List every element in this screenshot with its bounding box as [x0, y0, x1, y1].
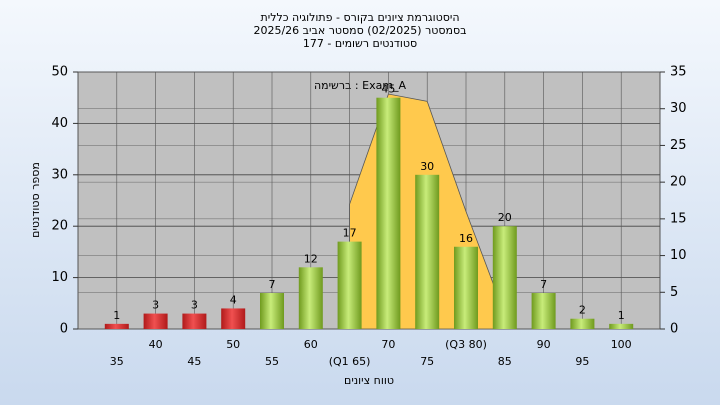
y-axis-label: מספר סטודנטים [29, 162, 42, 238]
bar [376, 97, 401, 329]
y-tick-label: 40 [51, 116, 68, 131]
data-label: 7 [269, 278, 276, 291]
y2-tick-label: 30 [670, 101, 687, 116]
bar [182, 313, 207, 329]
y2-tick-label: 5 [670, 285, 678, 300]
data-label: 12 [304, 252, 318, 265]
x-tick-label: 90 [537, 338, 551, 351]
x-tick-label: 75 [420, 355, 434, 368]
y2-tick-label: 0 [670, 322, 678, 337]
chart-title: היסטוגרמת ציונים בקורס - פתולוגיה כללית [261, 11, 460, 24]
y-tick-label: 10 [51, 270, 68, 285]
bar [570, 318, 595, 329]
x-tick-label: 45 [187, 355, 201, 368]
x-tick-label: (Q1 65) [329, 355, 371, 368]
bar [298, 267, 323, 329]
x-tick-label: 70 [381, 338, 395, 351]
bar [260, 293, 284, 329]
y2-tick-label: 10 [670, 248, 687, 263]
data-label: 17 [343, 227, 357, 240]
y2-tick-label: 15 [670, 211, 687, 226]
data-label: 45 [381, 83, 395, 96]
x-tick-label: 95 [575, 355, 589, 368]
data-label: 30 [420, 160, 434, 173]
data-label: 1 [618, 309, 625, 322]
bar [531, 293, 556, 329]
y2-tick-label: 25 [670, 138, 687, 153]
bar [337, 241, 362, 329]
x-tick-label: 35 [110, 355, 124, 368]
x-tick-label: 100 [611, 338, 632, 351]
data-label: 3 [191, 299, 198, 312]
x-tick-label: (Q3 80) [445, 338, 487, 351]
bar [454, 246, 478, 329]
y-tick-label: 30 [51, 167, 68, 182]
data-label: 2 [579, 304, 586, 317]
bar [221, 308, 246, 329]
x-tick-label: 55 [265, 355, 279, 368]
x-axis-label: טווח ציונים [344, 374, 394, 387]
bar [609, 323, 634, 329]
y-tick-label: 50 [51, 65, 68, 80]
annotation: ברשימה : Exam_A [314, 79, 407, 92]
bar [143, 313, 168, 329]
x-tick-label: 85 [498, 355, 512, 368]
data-label: 16 [459, 232, 473, 245]
bar [492, 226, 517, 329]
data-label: 1 [113, 309, 120, 322]
data-label: 4 [230, 293, 237, 306]
x-tick-label: 50 [226, 338, 240, 351]
bar [104, 323, 129, 329]
data-label: 3 [152, 299, 159, 312]
chart-subtitle: סטודנטים רשומים - 177 [303, 37, 417, 50]
y2-tick-label: 35 [670, 65, 687, 80]
y-tick-label: 0 [60, 322, 68, 337]
y-tick-label: 20 [51, 219, 68, 234]
data-label: 7 [540, 278, 547, 291]
data-label: 20 [498, 211, 512, 224]
x-tick-label: 60 [304, 338, 318, 351]
y2-tick-label: 20 [670, 175, 687, 190]
x-tick-label: 40 [149, 338, 163, 351]
bar [415, 174, 440, 329]
chart-subtitle: בסמסטר (02/2025) סמסטר אביב 2025/26 [253, 24, 466, 37]
